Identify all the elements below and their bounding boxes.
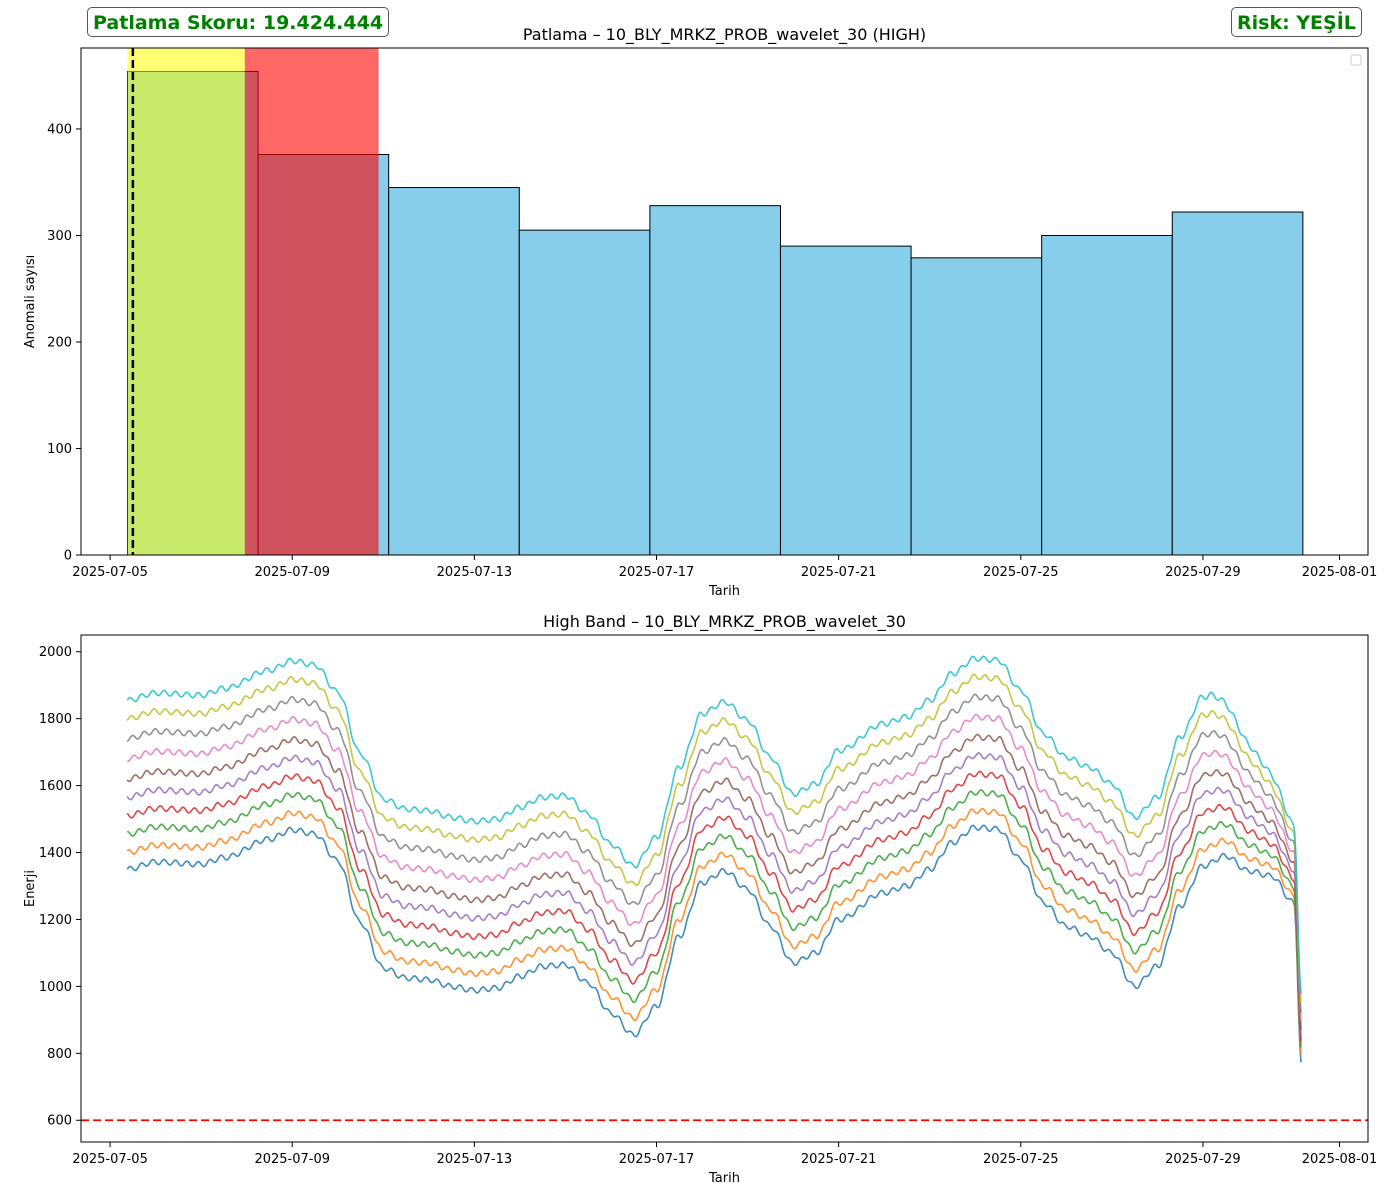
- bar-chart-plot-frame: [80, 47, 1369, 556]
- bar-chart-title: Patlama – 10_BLY_MRKZ_PROB_wavelet_30 (H…: [523, 25, 926, 45]
- line-chart-ytick-label: 1200: [39, 913, 72, 928]
- bar-chart-ytick-label: 400: [47, 122, 72, 137]
- line-chart-ylabel: Enerji: [23, 870, 38, 907]
- bar-chart-xtick-label: 2025-08-01: [1302, 565, 1378, 580]
- line-chart-xtick-label: 2025-07-17: [619, 1152, 695, 1167]
- histogram-bar: [910, 257, 1043, 556]
- risk-status-badge: Risk: YEŞİL: [1231, 7, 1362, 37]
- bar-chart-xtick-label: 2025-07-13: [437, 565, 513, 580]
- line-chart-ytick-label: 1400: [39, 846, 72, 861]
- highlight-span: [244, 48, 379, 555]
- line-chart-xtick-label: 2025-08-01: [1302, 1152, 1378, 1167]
- bar-chart-xtick-label: 2025-07-25: [983, 565, 1059, 580]
- empty-legend-box: [1350, 54, 1362, 66]
- energy-band-line: [126, 693, 1302, 1013]
- histogram-bar: [518, 229, 651, 556]
- line-chart-ytick-label: 600: [47, 1114, 72, 1129]
- bar-chart-ytick-label: 300: [47, 229, 72, 244]
- line-chart-ytick-label: 2000: [39, 645, 72, 660]
- line-chart-xtick-label: 2025-07-21: [801, 1152, 877, 1167]
- line-chart-xtick-label: 2025-07-25: [983, 1152, 1059, 1167]
- line-chart-xlabel: Tarih: [708, 1171, 740, 1186]
- line-chart-ytick-label: 1000: [39, 980, 72, 995]
- energy-band-line: [126, 673, 1302, 1004]
- energy-band-line: [126, 733, 1302, 1030]
- energy-band-line: [127, 789, 1302, 1048]
- line-chart-ytick-label: 1800: [39, 712, 72, 727]
- bar-chart-xtick-label: 2025-07-17: [619, 565, 695, 580]
- bar-chart-ytick-label: 0: [64, 549, 72, 564]
- line-chart-title: High Band – 10_BLY_MRKZ_PROB_wavelet_30: [543, 612, 906, 632]
- energy-band-line: [126, 655, 1302, 994]
- energy-band-line: [126, 752, 1302, 1036]
- line-chart-xtick-label: 2025-07-05: [72, 1152, 148, 1167]
- bar-chart-xlabel: Tarih: [708, 584, 740, 599]
- energy-band-line: [126, 824, 1302, 1063]
- bar-chart-xtick-label: 2025-07-09: [254, 565, 330, 580]
- energy-band-line: [126, 807, 1302, 1055]
- energy-band-line: [127, 713, 1302, 1022]
- anomaly-bar-chart: 2025-07-05 2025-07-09 2025-07-13 2025-07-17…: [23, 25, 1377, 599]
- energy-band-line: [126, 770, 1302, 1042]
- bar-chart-xtick-label: 2025-07-21: [801, 565, 877, 580]
- line-chart-xtick-label: 2025-07-13: [437, 1152, 513, 1167]
- line-chart-ytick-label: 1600: [39, 779, 72, 794]
- patlama-score-badge: Patlama Skoru: 19.424.444: [87, 7, 390, 37]
- bar-chart-xtick-label: 2025-07-29: [1165, 565, 1241, 580]
- histogram-bar: [388, 187, 520, 556]
- highlight-span: [127, 48, 245, 555]
- bar-chart-ylabel: Anomali sayısı: [23, 255, 38, 349]
- bar-chart-ytick-label: 100: [47, 442, 72, 457]
- bar-chart-xtick-label: 2025-07-05: [72, 565, 148, 580]
- line-chart-xtick-label: 2025-07-29: [1165, 1152, 1241, 1167]
- line-chart-plot-frame: [80, 634, 1369, 1143]
- histogram-bar: [779, 245, 912, 556]
- histogram-bar: [649, 205, 781, 556]
- histogram-bar: [1171, 211, 1304, 556]
- bar-chart-ytick-label: 200: [47, 335, 72, 350]
- high-band-line-chart: 2025-07-05 2025-07-09 2025-07-13 2025-07-17…: [23, 612, 1377, 1186]
- line-chart-ytick-label: 800: [47, 1047, 72, 1062]
- histogram-bar: [1041, 234, 1173, 556]
- line-chart-xtick-label: 2025-07-09: [254, 1152, 330, 1167]
